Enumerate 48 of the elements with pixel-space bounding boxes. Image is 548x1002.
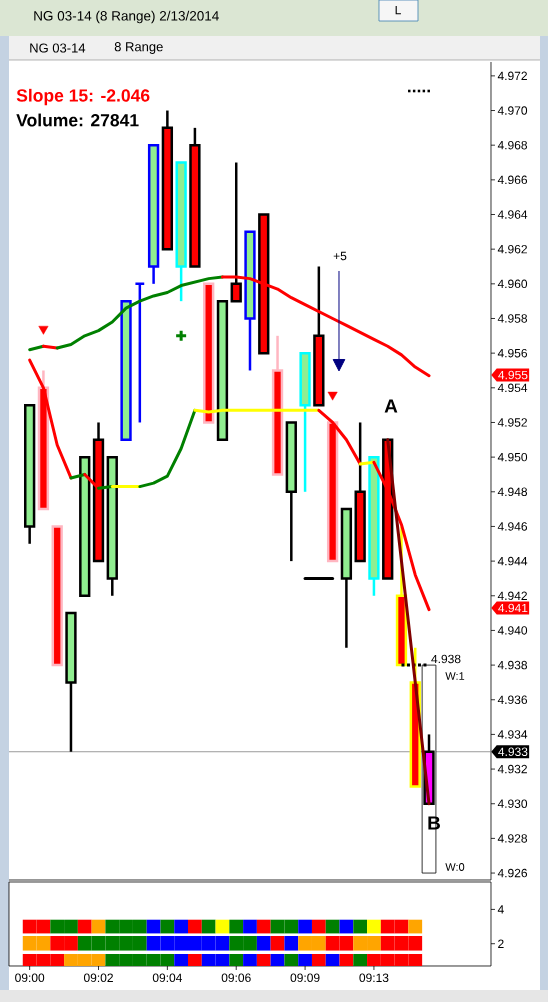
text: 4.941 (498, 603, 528, 613)
y-tick-label: 4.938 (497, 660, 528, 670)
y-tick-label: 4.942 (497, 591, 527, 601)
y-tick-label: 4.970 (497, 106, 528, 115)
y-tick-label: 4.932 (497, 764, 527, 774)
y-tick-label: 4.928 (497, 834, 528, 843)
y-tick-label: 4.940 (497, 626, 528, 635)
y-tick-label: 4.972 (497, 71, 527, 81)
y-tick-label: 4.944 (497, 556, 528, 566)
annotation: W:0 (445, 863, 465, 871)
y-tick-label: 4.926 (497, 868, 528, 878)
annotation: Volume: 27841 (16, 113, 139, 127)
x-tick-label: 09:02 (83, 973, 113, 983)
x-tick-label: 09:13 (359, 973, 389, 983)
y-tick-label: 4.954 (497, 383, 528, 393)
chart-title: NG 03-14 (8 Range) 2/13/2014 (34, 10, 219, 24)
y-tick-label: 4.950 (497, 452, 528, 462)
y-tick-label: 4.966 (497, 175, 528, 185)
annotation: ..... (408, 89, 430, 93)
y-tick-label: 4.968 (497, 140, 528, 150)
y-tick-label: 4.946 (497, 522, 528, 531)
y-tick-label: 4.958 (497, 314, 528, 323)
y-tick-label: 4.956 (497, 348, 528, 358)
y-tick-label: 4.952 (497, 418, 527, 427)
y-tick-label: 4.948 (497, 487, 528, 497)
y-tick-label: 2 (498, 939, 504, 948)
x-tick-label: 09:00 (15, 973, 45, 983)
annotation: 4.938 (431, 654, 461, 664)
text: 4.955 (498, 370, 528, 380)
x-tick-label: 09:06 (221, 973, 251, 983)
text: NG 03-14 (30, 43, 86, 53)
y-tick-label: 4.964 (497, 210, 528, 219)
annotation: A (384, 399, 398, 413)
text: L (395, 5, 401, 15)
y-tick-label: 4.960 (497, 279, 528, 289)
annotation: +5 (333, 251, 347, 261)
text: 8 Range (114, 42, 163, 54)
y-tick-label: 4.934 (497, 730, 528, 739)
y-tick-label: 4.962 (497, 244, 527, 254)
y-tick-label: 4.930 (497, 799, 528, 808)
annotation: Slope 15: -2.046 (16, 88, 150, 106)
y-tick-label: 4.936 (497, 695, 528, 704)
x-tick-label: 09:09 (290, 973, 320, 983)
y-tick-label: 4 (497, 905, 504, 914)
annotation: B (428, 816, 440, 830)
ref-line-label: 4.933 (498, 747, 528, 756)
x-tick-label: 09:04 (152, 973, 183, 983)
annotation: W:1 (445, 672, 465, 680)
